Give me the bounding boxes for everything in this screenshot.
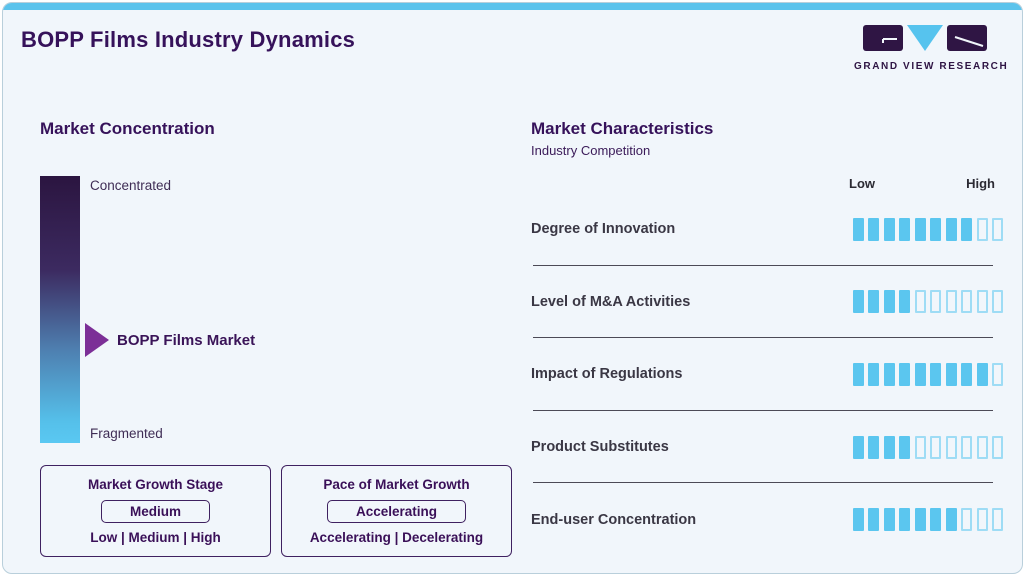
gvr-logo-icon	[863, 25, 987, 51]
growth-pace-box: Pace of Market Growth Accelerating Accel…	[281, 465, 512, 557]
segment-filled	[868, 362, 879, 386]
growth-stage-options: Low | Medium | High	[90, 529, 221, 545]
characteristic-label: Product Substitutes	[531, 439, 669, 456]
growth-pace-options: Accelerating | Decelerating	[309, 529, 484, 545]
segment-filled	[883, 362, 895, 386]
segment-filled	[945, 508, 957, 532]
growth-stage-value: Medium	[100, 499, 210, 523]
gvr-logo-text: GRAND VIEW RESEARCH	[854, 61, 1009, 72]
segment-empty	[992, 435, 1003, 459]
segment-filled	[945, 362, 957, 386]
segment-filled	[899, 217, 910, 241]
segment-filled	[883, 435, 895, 459]
rating-bar	[852, 217, 1003, 241]
growth-pace-title: Pace of Market Growth	[323, 477, 470, 493]
segment-empty	[976, 435, 988, 459]
segment-empty	[992, 217, 1003, 241]
segment-empty	[961, 508, 972, 532]
segment-filled	[868, 290, 879, 314]
segment-empty	[992, 290, 1003, 314]
segment-filled	[852, 217, 864, 241]
segment-filled	[899, 290, 910, 314]
segment-empty	[976, 290, 988, 314]
top-accent-bar	[3, 3, 1022, 10]
segment-empty	[976, 217, 988, 241]
characteristic-row: Level of M&A Activities	[531, 266, 1003, 339]
market-concentration-title: Market Concentration	[40, 119, 215, 138]
segment-filled	[899, 508, 910, 532]
segment-filled	[976, 362, 988, 386]
characteristic-row: Product Substitutes	[531, 411, 1003, 484]
characteristic-label: End-user Concentration	[531, 511, 697, 528]
growth-stage-title: Market Growth Stage	[87, 477, 224, 493]
rating-bar	[852, 362, 1003, 386]
scale-high-label: High	[966, 176, 995, 191]
segment-empty	[914, 435, 926, 459]
characteristic-row: Degree of Innovation	[531, 193, 1003, 266]
rating-bar	[852, 435, 1003, 459]
concentrated-label: Concentrated	[90, 178, 172, 193]
growth-stage-box: Market Growth Stage Medium Low | Medium …	[40, 465, 271, 557]
segment-empty	[945, 290, 957, 314]
segment-filled	[930, 362, 941, 386]
segment-empty	[992, 362, 1003, 386]
industry-competition-subtitle: Industry Competition	[531, 143, 651, 158]
market-pointer-arrow-icon	[85, 323, 109, 357]
segment-filled	[899, 435, 910, 459]
segment-filled	[868, 217, 879, 241]
segment-filled	[883, 217, 895, 241]
fragmented-label: Fragmented	[90, 426, 163, 441]
segment-empty	[992, 508, 1003, 532]
characteristic-row: Impact of Regulations	[531, 338, 1003, 411]
segment-filled	[883, 508, 895, 532]
characteristic-label: Degree of Innovation	[531, 221, 676, 238]
segment-empty	[914, 290, 926, 314]
concentration-gradient-bar	[40, 176, 80, 443]
growth-pace-value: Accelerating	[326, 499, 467, 523]
segment-empty	[945, 435, 957, 459]
characteristic-row: End-user Concentration	[531, 483, 1003, 556]
segment-filled	[961, 217, 972, 241]
scale-low-label: Low	[849, 176, 875, 191]
segment-empty	[961, 435, 972, 459]
segment-filled	[930, 508, 941, 532]
rating-scale-labels: Low High	[849, 176, 995, 191]
rating-bar	[852, 508, 1003, 532]
segment-filled	[883, 290, 895, 314]
segment-empty	[976, 508, 988, 532]
segment-empty	[961, 290, 972, 314]
segment-filled	[914, 217, 926, 241]
rating-bar	[852, 290, 1003, 314]
segment-filled	[914, 362, 926, 386]
segment-filled	[852, 508, 864, 532]
segment-filled	[930, 217, 941, 241]
segment-filled	[961, 362, 972, 386]
gvr-logo: GRAND VIEW RESEARCH	[854, 25, 1009, 72]
market-characteristics-title: Market Characteristics	[531, 119, 714, 138]
page-title: BOPP Films Industry Dynamics	[21, 27, 356, 52]
segment-filled	[852, 362, 864, 386]
segment-empty	[930, 435, 941, 459]
segment-empty	[930, 290, 941, 314]
segment-filled	[914, 508, 926, 532]
market-pointer-label: BOPP Films Market	[117, 332, 256, 349]
segment-filled	[945, 217, 957, 241]
segment-filled	[868, 508, 879, 532]
segment-filled	[852, 290, 864, 314]
characteristic-label: Impact of Regulations	[531, 366, 683, 383]
segment-filled	[899, 362, 910, 386]
segment-filled	[868, 435, 879, 459]
characteristic-label: Level of M&A Activities	[531, 293, 691, 310]
characteristics-rows: Degree of Innovation Level of M&A Activit…	[531, 193, 1003, 556]
segment-filled	[852, 435, 864, 459]
